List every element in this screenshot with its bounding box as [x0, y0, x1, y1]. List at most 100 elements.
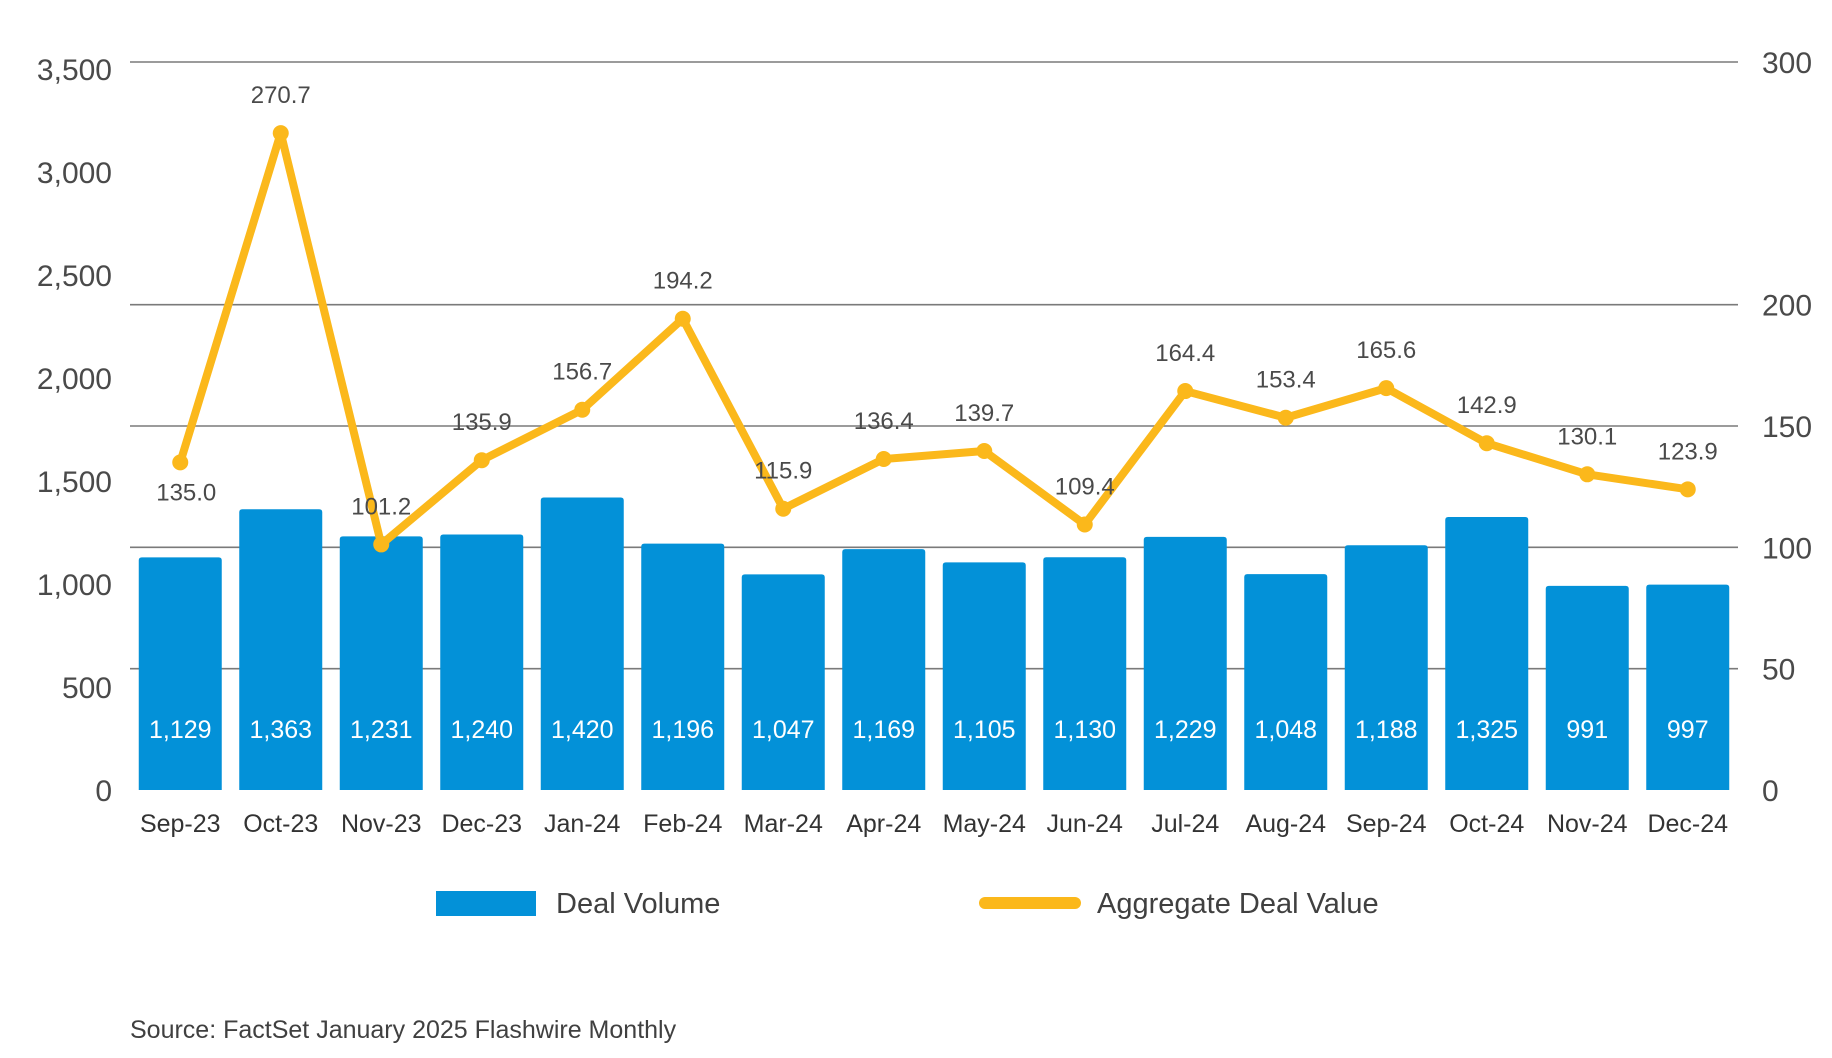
x-axis-tick: Oct-24: [1449, 810, 1524, 838]
right-y-axis: 0 50 100 150 200 300: [1762, 47, 1812, 808]
x-axis-tick: Jul-24: [1151, 810, 1219, 838]
bar-deal-volume: [239, 509, 323, 790]
right-axis-tick: 0: [1762, 775, 1779, 808]
left-axis-tick: 3,500: [37, 54, 112, 87]
x-axis-tick: Feb-24: [643, 810, 722, 838]
line-value-label: 156.7: [552, 359, 612, 386]
legend-swatch-deal-volume: [436, 891, 536, 916]
x-axis-tick: May-24: [943, 810, 1026, 838]
x-axis-tick: Jan-24: [544, 810, 621, 838]
line-value-label: 194.2: [653, 268, 713, 295]
x-axis-tick: Dec-23: [441, 810, 522, 838]
bar-value-label: 1,196: [651, 716, 714, 744]
bar-deal-volume: [741, 574, 825, 790]
left-axis-tick: 500: [62, 672, 112, 705]
bar-value-label: 1,420: [551, 716, 614, 744]
line-value-label: 165.6: [1356, 337, 1416, 364]
left-axis-tick: 3,000: [37, 157, 112, 190]
line-point: [574, 401, 591, 418]
x-axis-tick: Nov-24: [1547, 810, 1628, 838]
bar-value-label: 1,325: [1455, 716, 1518, 744]
legend-label-deal-volume: Deal Volume: [556, 888, 720, 920]
bar-value-label: 1,169: [852, 716, 915, 744]
deal-volume-labels: 1,129 1,363 1,231 1,240 1,420 1,196 1,047 1,169…: [149, 716, 1709, 744]
right-axis-tick: 150: [1762, 411, 1812, 444]
line-point: [775, 500, 792, 517]
line-point: [976, 442, 993, 459]
x-axis-tick: Nov-23: [341, 810, 422, 838]
bar-deal-volume: [842, 549, 926, 790]
line-point: [674, 310, 691, 327]
line-value-label: 109.4: [1055, 474, 1115, 501]
right-axis-tick: 200: [1762, 290, 1812, 323]
bar-deal-volume: [641, 543, 725, 790]
bar-deal-volume: [1143, 536, 1227, 790]
line-point: [1378, 380, 1395, 397]
bar-deal-volume: [1244, 574, 1328, 790]
line-value-label: 142.9: [1457, 392, 1517, 419]
line-value-label: 130.1: [1557, 423, 1617, 450]
line-value-label: 135.9: [452, 409, 512, 436]
line-point: [172, 454, 189, 471]
bar-value-label: 1,047: [752, 716, 815, 744]
left-axis-tick: 0: [95, 775, 112, 808]
x-axis-tick: Oct-23: [243, 810, 318, 838]
right-axis-tick: 100: [1762, 532, 1812, 565]
line-point: [1579, 466, 1596, 483]
line-value-label: 139.7: [954, 400, 1014, 427]
bar-value-label: 991: [1566, 716, 1608, 744]
line-value-label: 135.0: [156, 479, 216, 506]
aggregate-deal-value-labels: 135.0 270.7 101.2 135.9 156.7 194.2 115.9 136.4…: [156, 82, 1718, 520]
bar-deal-volume: [1646, 584, 1730, 790]
bar-deal-volume: [339, 536, 423, 790]
line-point: [473, 452, 490, 469]
bar-deal-volume: [440, 534, 524, 790]
left-axis-tick: 2,500: [37, 260, 112, 293]
aggregate-deal-value-line: [172, 125, 1696, 553]
bar-value-label: 1,129: [149, 716, 212, 744]
line-value-label: 164.4: [1155, 340, 1215, 367]
bar-value-label: 1,048: [1254, 716, 1317, 744]
bar-deal-volume: [942, 562, 1026, 790]
line-point: [1679, 481, 1696, 498]
left-axis-tick: 1,500: [37, 466, 112, 499]
line-value-label: 123.9: [1658, 438, 1718, 465]
right-axis-tick: 300: [1762, 47, 1812, 80]
bar-value-label: 1,240: [450, 716, 513, 744]
line-value-label: 101.2: [351, 493, 411, 520]
bar-value-label: 1,229: [1154, 716, 1217, 744]
x-axis-tick: Sep-24: [1346, 810, 1427, 838]
bar-deal-volume: [1445, 517, 1529, 790]
line-point: [875, 451, 892, 468]
bar-value-label: 1,231: [350, 716, 413, 744]
source-note: Source: FactSet January 2025 Flashwire M…: [130, 1016, 677, 1044]
line-point: [1076, 516, 1093, 533]
legend-label-aggregate-deal-value: Aggregate Deal Value: [1097, 888, 1379, 920]
line-point: [373, 536, 390, 553]
bar-deal-volume: [1043, 557, 1127, 790]
bar-deal-volume: [540, 497, 624, 790]
x-axis-tick: Apr-24: [846, 810, 921, 838]
line-value-label: 136.4: [854, 408, 914, 435]
deal-volume-bars: [138, 497, 1730, 790]
line-value-label: 153.4: [1256, 367, 1316, 394]
bar-value-label: 1,105: [953, 716, 1016, 744]
left-axis-tick: 1,000: [37, 569, 112, 602]
left-y-axis: 0 500 1,000 1,500 2,000 2,500 3,000 3,500: [37, 54, 112, 808]
x-axis-tick: Mar-24: [744, 810, 823, 838]
bar-value-label: 1,188: [1355, 716, 1418, 744]
line-point: [1177, 383, 1194, 400]
line-point: [1277, 409, 1294, 426]
bar-value-label: 1,363: [249, 716, 312, 744]
line-point: [1478, 435, 1495, 452]
right-axis-tick: 50: [1762, 654, 1795, 687]
line-aggregate-deal-value: [176, 129, 1692, 549]
bar-value-label: 1,130: [1053, 716, 1116, 744]
x-axis-tick: Sep-23: [140, 810, 221, 838]
legend: Deal Volume Aggregate Deal Value: [436, 888, 1379, 920]
x-axis: Sep-23 Oct-23 Nov-23 Dec-23 Jan-24 Feb-24 Mar-…: [140, 810, 1728, 838]
x-axis-tick: Aug-24: [1245, 810, 1326, 838]
bar-deal-volume: [1344, 545, 1428, 790]
line-value-label: 115.9: [754, 458, 812, 485]
